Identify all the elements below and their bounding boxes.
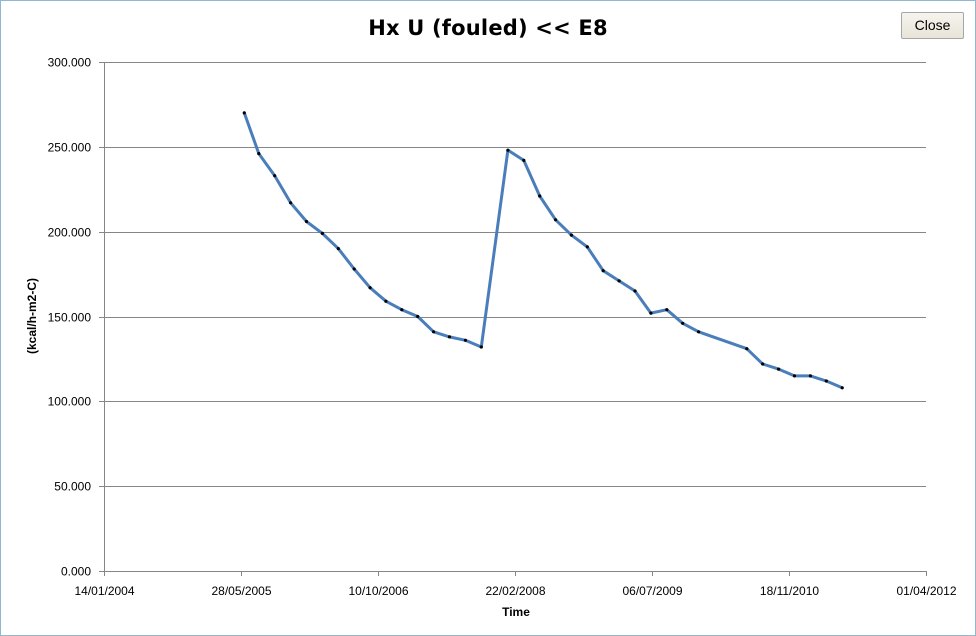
data-point (304, 219, 309, 224)
data-point (479, 345, 483, 349)
data-point (585, 245, 589, 249)
data-point (506, 148, 510, 152)
y-tick-label: 150.000 (48, 311, 92, 325)
data-point (538, 194, 542, 198)
data-point (681, 321, 685, 325)
data-point (273, 174, 277, 178)
data-point (400, 308, 404, 312)
data-point (792, 374, 797, 378)
x-axis-label: Time (502, 605, 530, 619)
x-tick-label: 06/07/2009 (622, 584, 682, 598)
data-point (463, 338, 467, 342)
data-point (745, 347, 749, 351)
data-point (522, 158, 526, 162)
data-point (617, 279, 621, 283)
x-tick-label: 10/10/2006 (348, 584, 408, 598)
y-tick-label: 0.000 (61, 565, 91, 579)
x-tick-label: 14/01/2004 (74, 584, 134, 598)
data-point (416, 314, 420, 319)
x-tick-label: 28/05/2005 (211, 584, 271, 598)
chart-title: Hx U (fouled) << E8 (368, 16, 608, 40)
axes (99, 62, 927, 576)
data-point (447, 335, 452, 339)
series-line (242, 111, 844, 390)
x-tick-label: 18/11/2010 (760, 584, 819, 598)
x-tick-label: 22/02/2008 (485, 584, 545, 598)
gridlines (104, 62, 926, 487)
data-point (697, 330, 701, 334)
data-point (352, 267, 356, 271)
data-point (320, 231, 324, 235)
data-point (336, 247, 340, 251)
data-point (257, 152, 261, 156)
data-point (840, 386, 844, 390)
y-tick-labels: 0.000 50.000 100.000 150.000 200.000 250.000 3… (48, 56, 92, 579)
series (242, 111, 844, 390)
y-tick-label: 50.000 (54, 480, 91, 494)
data-point (633, 289, 637, 293)
data-point (824, 379, 828, 383)
data-point (368, 286, 372, 290)
data-point (432, 330, 436, 334)
data-point (554, 218, 558, 222)
y-tick-label: 100.000 (48, 395, 92, 409)
data-point (384, 299, 388, 303)
data-point (665, 308, 669, 312)
data-point (242, 111, 246, 115)
y-axis-label: (kcal/h-m2-C) (25, 278, 39, 354)
y-tick-label: 250.000 (48, 141, 92, 155)
data-point (761, 362, 765, 366)
x-tick-labels: 14/01/2004 28/05/2005 10/10/2006 22/02/2008… (74, 584, 956, 598)
data-point (777, 367, 781, 371)
data-point (601, 269, 605, 273)
data-point (569, 233, 574, 237)
y-tick-label: 200.000 (48, 226, 92, 240)
data-point (649, 311, 653, 315)
data-point (808, 374, 813, 378)
y-tick-label: 300.000 (48, 56, 92, 70)
data-point (289, 201, 293, 205)
x-tick-label: 01/04/2012 (896, 584, 956, 598)
close-button[interactable]: Close (901, 12, 964, 39)
